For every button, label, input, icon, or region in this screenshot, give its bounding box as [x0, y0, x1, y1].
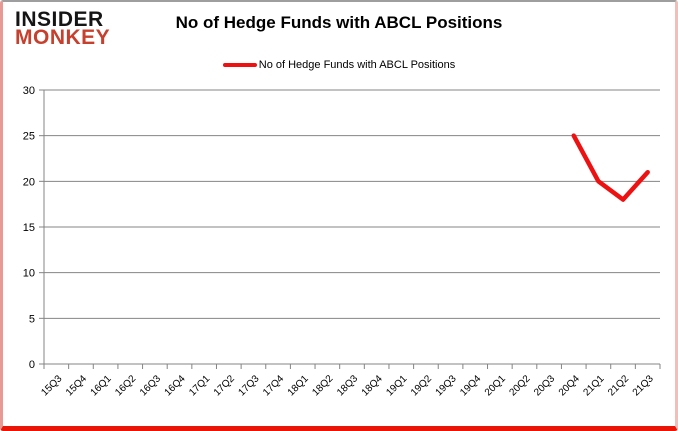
- logo-text-monkey: MONKEY: [15, 26, 111, 50]
- svg-text:18Q1: 18Q1: [286, 373, 311, 398]
- svg-text:19Q1: 19Q1: [384, 373, 409, 398]
- svg-text:16Q1: 16Q1: [89, 373, 114, 398]
- svg-text:30: 30: [23, 85, 35, 97]
- svg-text:20Q3: 20Q3: [532, 373, 557, 398]
- svg-text:15Q4: 15Q4: [64, 373, 89, 398]
- svg-text:21Q1: 21Q1: [581, 373, 606, 398]
- insider-monkey-logo: INSIDER MONKEY: [15, 8, 111, 50]
- legend-line-swatch: [222, 63, 257, 67]
- svg-text:20Q4: 20Q4: [557, 373, 582, 398]
- svg-text:19Q2: 19Q2: [409, 373, 434, 398]
- svg-text:18Q2: 18Q2: [310, 373, 335, 398]
- svg-text:25: 25: [23, 131, 35, 143]
- svg-text:21Q3: 21Q3: [631, 373, 656, 398]
- svg-text:17Q3: 17Q3: [236, 373, 261, 398]
- line-chart-plot: 0 5 10 15 20 25 30 15Q3 15Q4 16Q1 16Q2 16Q3 16Q4 17Q1…: [23, 85, 661, 398]
- chart-title: No of Hedge Funds with ABCL Positions: [175, 13, 503, 32]
- svg-text:18Q3: 18Q3: [335, 373, 360, 398]
- svg-text:17Q2: 17Q2: [212, 373, 237, 398]
- legend: No of Hedge Funds with ABCL Positions: [3, 59, 675, 71]
- legend-label: No of Hedge Funds with ABCL Positions: [258, 59, 456, 71]
- svg-text:16Q4: 16Q4: [163, 373, 188, 398]
- svg-text:15Q3: 15Q3: [39, 373, 64, 398]
- svg-text:20: 20: [23, 176, 35, 188]
- svg-text:20Q1: 20Q1: [483, 373, 508, 398]
- svg-text:17Q1: 17Q1: [187, 373, 212, 398]
- svg-text:21Q2: 21Q2: [606, 373, 631, 398]
- svg-text:18Q4: 18Q4: [360, 373, 385, 398]
- svg-text:0: 0: [29, 359, 35, 371]
- svg-text:16Q3: 16Q3: [138, 373, 163, 398]
- svg-text:19Q4: 19Q4: [458, 373, 483, 398]
- svg-text:20Q2: 20Q2: [508, 373, 533, 398]
- svg-text:5: 5: [29, 313, 35, 325]
- svg-text:19Q3: 19Q3: [434, 373, 459, 398]
- svg-text:10: 10: [23, 268, 35, 280]
- svg-text:16Q2: 16Q2: [113, 373, 138, 398]
- svg-text:15: 15: [23, 222, 35, 234]
- logo-text-insider: INSIDER: [15, 8, 104, 31]
- svg-text:17Q4: 17Q4: [261, 373, 286, 398]
